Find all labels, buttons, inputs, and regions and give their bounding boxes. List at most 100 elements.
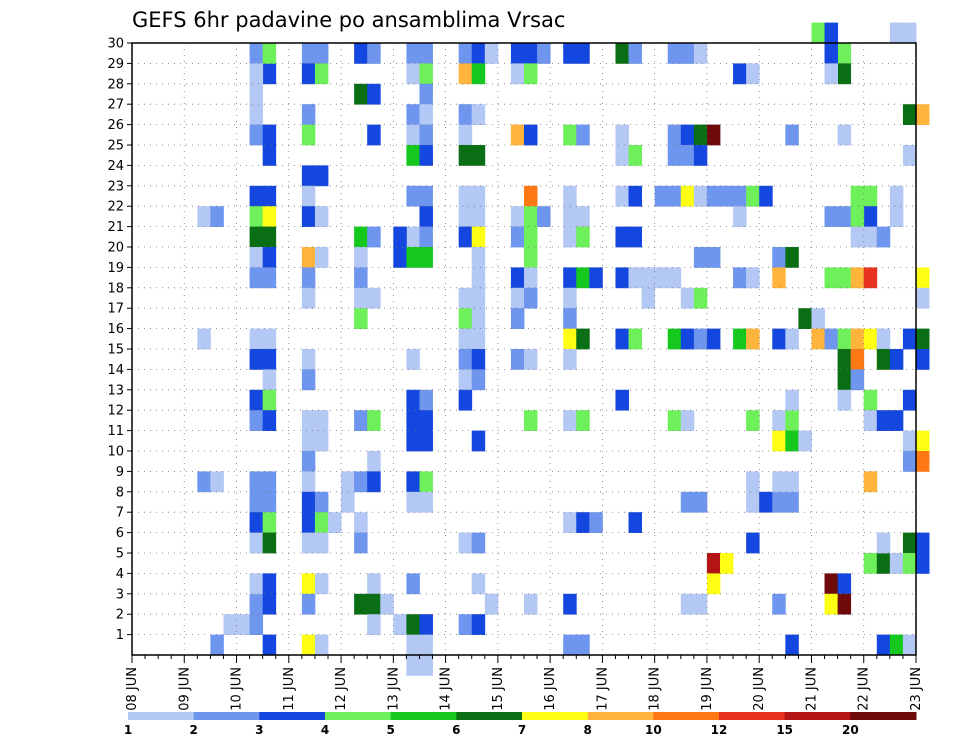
precip-cell xyxy=(249,349,264,370)
precip-cell xyxy=(471,104,486,125)
precip-cell xyxy=(615,145,629,166)
y-tick-label: 16 xyxy=(107,322,124,337)
precip-cell xyxy=(563,43,577,64)
precip-cell xyxy=(471,145,486,166)
y-tick-label: 12 xyxy=(107,404,124,419)
precip-cell xyxy=(328,512,342,533)
precip-cell xyxy=(262,573,277,595)
precip-cell xyxy=(628,43,642,64)
precip-cell xyxy=(197,206,211,227)
precip-cell xyxy=(576,226,590,248)
precip-cell xyxy=(354,532,368,554)
precip-cell xyxy=(772,267,786,289)
precip-cell xyxy=(249,267,264,289)
precip-cell xyxy=(262,226,277,248)
precip-cell xyxy=(850,206,865,227)
precip-cell xyxy=(824,22,838,44)
precip-cell xyxy=(406,185,420,207)
precip-cell xyxy=(563,287,577,309)
precip-cell xyxy=(301,104,316,125)
precip-cell xyxy=(301,593,316,615)
precip-cell xyxy=(458,145,473,166)
precip-cell xyxy=(262,206,277,227)
precip-cell xyxy=(380,593,394,615)
precip-cell xyxy=(393,614,407,635)
y-tick-label: 14 xyxy=(107,363,124,378)
precip-cell xyxy=(301,634,316,656)
precip-cell xyxy=(354,226,368,248)
precip-cell xyxy=(628,145,642,166)
precip-cell xyxy=(314,206,329,227)
precip-cell xyxy=(772,593,786,615)
precip-cell xyxy=(367,287,381,309)
precip-cell xyxy=(772,328,786,350)
precip-cell xyxy=(746,328,760,350)
precip-cell xyxy=(458,532,473,554)
precip-cell xyxy=(576,512,590,533)
precip-cell xyxy=(471,430,486,452)
y-tick-label: 10 xyxy=(107,445,124,460)
precip-cell xyxy=(471,614,486,635)
precip-cell xyxy=(419,226,433,248)
precip-cells xyxy=(197,22,930,676)
precip-cell xyxy=(667,410,682,431)
precip-cell xyxy=(916,328,930,350)
precip-cell xyxy=(249,491,264,513)
precip-cell xyxy=(406,410,420,431)
y-tick-label: 26 xyxy=(107,118,124,133)
precip-cell xyxy=(693,43,708,64)
precip-cell xyxy=(262,410,277,431)
precip-cell xyxy=(785,634,799,656)
precip-cell xyxy=(693,185,708,207)
precip-cell xyxy=(471,247,486,268)
precip-cell xyxy=(419,655,433,676)
precip-cell xyxy=(419,614,433,635)
precip-cell xyxy=(785,430,799,452)
y-tick-label: 19 xyxy=(107,261,124,276)
precip-cell xyxy=(785,124,799,146)
precip-cell xyxy=(314,573,329,595)
precip-cell xyxy=(576,634,590,656)
precip-cell xyxy=(628,185,642,207)
precip-cell xyxy=(772,430,786,452)
precip-cell xyxy=(850,267,865,289)
y-tick-label: 23 xyxy=(107,179,124,194)
precip-cell xyxy=(367,471,381,493)
precip-cell xyxy=(197,328,211,350)
precip-cell xyxy=(746,267,760,289)
colorbar-label: 1 xyxy=(124,723,132,737)
precip-cell xyxy=(484,593,499,615)
precip-cell xyxy=(680,593,695,615)
precip-cell xyxy=(785,389,799,411)
precip-cell xyxy=(262,267,277,289)
precip-cell xyxy=(458,328,473,350)
precip-cell xyxy=(837,267,852,289)
precip-cell xyxy=(785,328,799,350)
precip-cell xyxy=(314,247,329,268)
precip-cell xyxy=(850,226,865,248)
precip-cell xyxy=(589,267,603,289)
precip-cell xyxy=(510,308,525,329)
precip-cell xyxy=(693,593,708,615)
precip-cell xyxy=(223,614,237,635)
precip-cell xyxy=(524,247,538,268)
y-tick-label: 29 xyxy=(107,57,124,72)
precip-cell xyxy=(916,553,930,574)
precip-cell xyxy=(406,63,420,85)
precip-cell xyxy=(916,532,930,554)
x-tick-label: 17 JUN xyxy=(595,667,610,711)
precip-cell xyxy=(458,104,473,125)
y-tick-label: 8 xyxy=(116,485,124,500)
precip-cell xyxy=(576,328,590,350)
precip-cell xyxy=(406,655,420,676)
precip-cell xyxy=(314,532,329,554)
precip-cell xyxy=(746,471,760,493)
precip-cell xyxy=(249,63,264,85)
precip-cell xyxy=(406,247,420,268)
colorbar-label: 15 xyxy=(776,723,793,737)
precip-cell xyxy=(733,206,747,227)
precip-cell xyxy=(458,614,473,635)
precip-cell xyxy=(471,206,486,227)
precip-cell xyxy=(693,247,708,268)
